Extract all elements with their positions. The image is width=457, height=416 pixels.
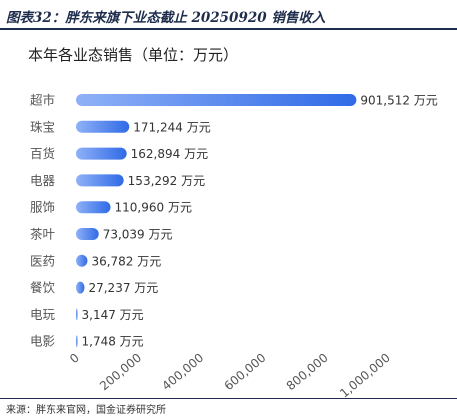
- category-label: 超市: [30, 93, 55, 108]
- bar: [76, 201, 111, 214]
- data-label: 36,782 万元: [91, 254, 161, 268]
- category-label: 百货: [30, 146, 55, 161]
- chart-title: 本年各业态销售（单位：万元）: [28, 46, 239, 64]
- bar: [76, 120, 130, 133]
- category-label: 餐饮: [30, 280, 56, 295]
- title-divider: [0, 28, 457, 30]
- category-label: 珠宝: [30, 119, 55, 134]
- data-label: 27,237 万元: [88, 281, 158, 295]
- x-tick-label: 200,000: [97, 351, 144, 394]
- category-label: 电器: [30, 173, 56, 188]
- figure-title: 图表32：胖东来旗下业态截止 20250920 销售收入: [6, 10, 326, 26]
- bar: [76, 281, 85, 294]
- data-label: 1,748 万元: [82, 335, 144, 349]
- bar: [76, 335, 78, 348]
- category-label: 医药: [30, 253, 55, 268]
- data-label: 901,512 万元: [360, 94, 437, 108]
- x-tick-label: 1,000,000: [337, 351, 393, 398]
- x-tick-label: 800,000: [284, 351, 331, 394]
- data-label: 171,244 万元: [133, 120, 210, 134]
- x-tick-label: 400,000: [159, 351, 206, 394]
- data-label: 3,147 万元: [82, 308, 144, 322]
- data-label: 153,292 万元: [128, 174, 205, 188]
- bar: [76, 147, 127, 160]
- bar: [76, 254, 88, 267]
- bar: [76, 228, 99, 240]
- category-label: 电玩: [30, 307, 56, 322]
- x-tick-label: 0: [67, 351, 82, 367]
- bar: [76, 94, 357, 106]
- category-label: 服饰: [30, 200, 55, 215]
- bar: [76, 308, 78, 321]
- source-note: 来源：胖东来官网，国金证券研究所: [6, 405, 166, 416]
- x-tick-label: 600,000: [222, 351, 269, 394]
- data-label: 162,894 万元: [131, 147, 208, 161]
- category-label: 茶叶: [30, 227, 56, 242]
- bar: [76, 174, 124, 187]
- category-label: 电影: [30, 334, 56, 349]
- data-label: 73,039 万元: [103, 228, 173, 242]
- data-label: 110,960 万元: [115, 201, 192, 215]
- bottom-divider: [0, 398, 457, 399]
